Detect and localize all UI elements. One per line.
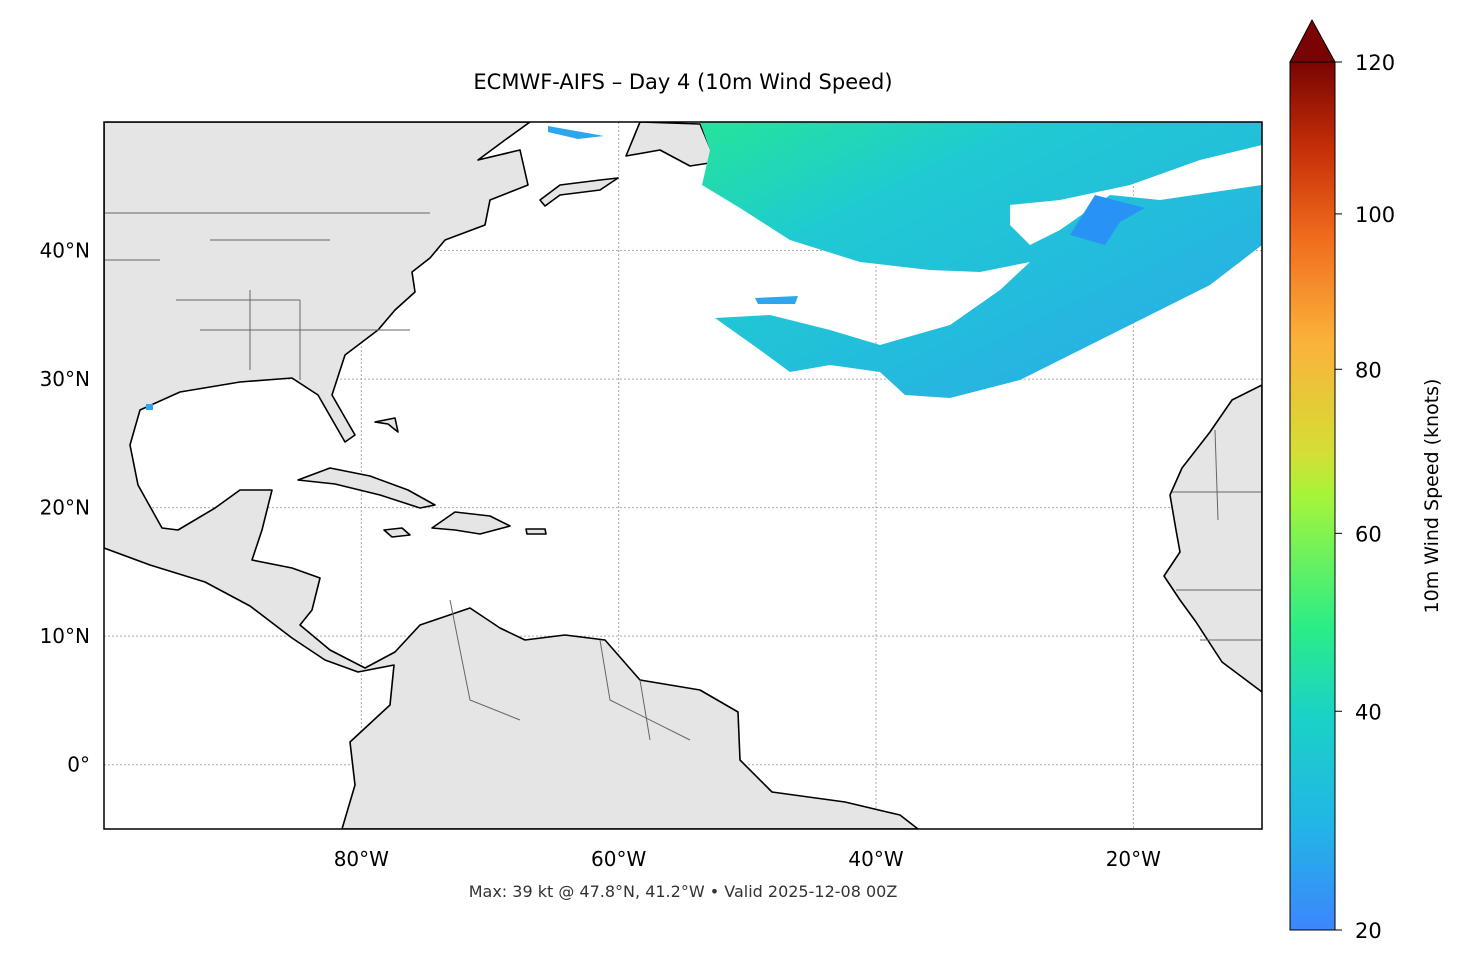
land-nova-scotia	[539, 177, 619, 207]
map	[104, 122, 1262, 829]
country-borders	[104, 212, 1262, 741]
wind-field	[700, 122, 1262, 398]
colorbar-tick-label: 100	[1355, 203, 1395, 227]
land-americas	[104, 122, 919, 829]
colorbar-tick-label: 80	[1355, 358, 1382, 382]
y-tick-label: 10°N	[40, 624, 90, 648]
y-tick-label: 20°N	[40, 496, 90, 520]
colorbar-tick-label: 120	[1355, 51, 1395, 75]
x-tick-label: 40°W	[848, 847, 903, 871]
colorbar: 10m Wind Speed (knots) 20 40 60 80 100 120	[1289, 18, 1443, 943]
land-jamaica	[383, 527, 411, 538]
land-africa	[1163, 384, 1262, 693]
axes: 80°W 60°W 40°W 20°W 0° 10°N 20°N 30°N 40°N	[40, 239, 1162, 871]
y-tick-label: 30°N	[40, 367, 90, 391]
land-bahamas	[374, 417, 399, 433]
y-tick-label: 0°	[67, 753, 90, 777]
wind-field	[1070, 195, 1145, 245]
land-cuba	[297, 467, 436, 509]
land-puerto-rico	[525, 528, 547, 535]
y-tick-label: 40°N	[40, 239, 90, 263]
land-greenland	[625, 122, 717, 167]
colorbar-tick-label: 20	[1355, 919, 1382, 943]
land-hispaniola	[431, 511, 511, 535]
map-frame	[103, 121, 1263, 830]
colorbar-gradient	[1289, 61, 1336, 931]
colorbar-extend	[1289, 18, 1336, 63]
x-tick-label: 20°W	[1106, 847, 1161, 871]
chart-title: ECMWF-AIFS – Day 4 (10m Wind Speed)	[473, 70, 892, 94]
colorbar-label: 10m Wind Speed (knots)	[1421, 379, 1443, 614]
footer-note: Max: 39 kt @ 47.8°N, 41.2°W • Valid 2025…	[469, 882, 898, 901]
x-tick-label: 80°W	[334, 847, 389, 871]
colorbar-tick-label: 60	[1355, 522, 1382, 546]
x-tick-label: 60°W	[591, 847, 646, 871]
colorbar-tick-label: 40	[1355, 700, 1382, 724]
